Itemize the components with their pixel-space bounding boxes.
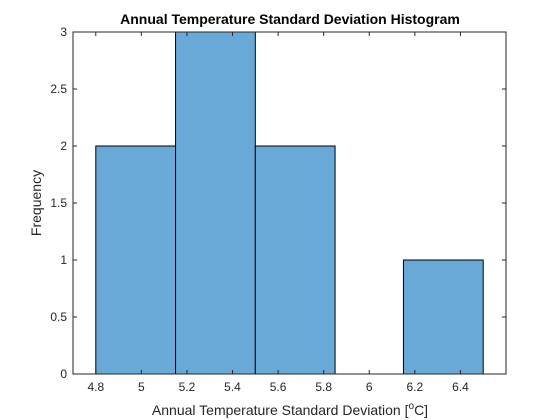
chart-title: Annual Temperature Standard Deviation Hi… (120, 11, 460, 27)
x-axis-unit-suffix: C] (414, 402, 428, 418)
x-tick-label: 5.2 (179, 380, 196, 394)
y-axis-label: Frequency (28, 170, 44, 236)
y-tick-label: 0.5 (50, 310, 67, 324)
y-tick-label: 2 (60, 139, 67, 153)
x-axis-unit-prefix: [ (405, 402, 409, 418)
x-tick-label: 5.4 (224, 380, 241, 394)
y-tick-label: 1 (60, 253, 67, 267)
x-tick-label: 6.4 (452, 380, 469, 394)
y-tick-label: 1.5 (50, 196, 67, 210)
x-tick-label: 6.2 (406, 380, 423, 394)
y-tick-label: 2.5 (50, 82, 67, 96)
x-tick-label: 4.8 (87, 380, 104, 394)
histogram-bar (175, 31, 256, 375)
x-tick-label: 5.8 (315, 380, 332, 394)
ticks-group: 4.8 5 5.2 5.4 5.6 5.8 6 6.2 6.4 0 0.5 1 1.5 2 2.5 3 (50, 25, 506, 394)
x-axis-label-text: Annual Temperature Standard Deviation (152, 402, 401, 418)
y-tick-label: 3 (60, 25, 67, 39)
x-axis-unit-superscript: o (409, 401, 415, 412)
histogram-bar (402, 259, 484, 375)
x-tick-label: 5.6 (270, 380, 287, 394)
x-tick-label: 5 (138, 380, 145, 394)
histogram-bar (95, 145, 177, 375)
x-tick-label: 6 (366, 380, 373, 394)
plot-area-box (72, 31, 507, 375)
histogram-bar (254, 145, 336, 375)
y-tick-label: 0 (60, 367, 67, 381)
bars-group (95, 31, 484, 375)
x-axis-label: Annual Temperature Standard Deviation [o… (152, 401, 428, 418)
